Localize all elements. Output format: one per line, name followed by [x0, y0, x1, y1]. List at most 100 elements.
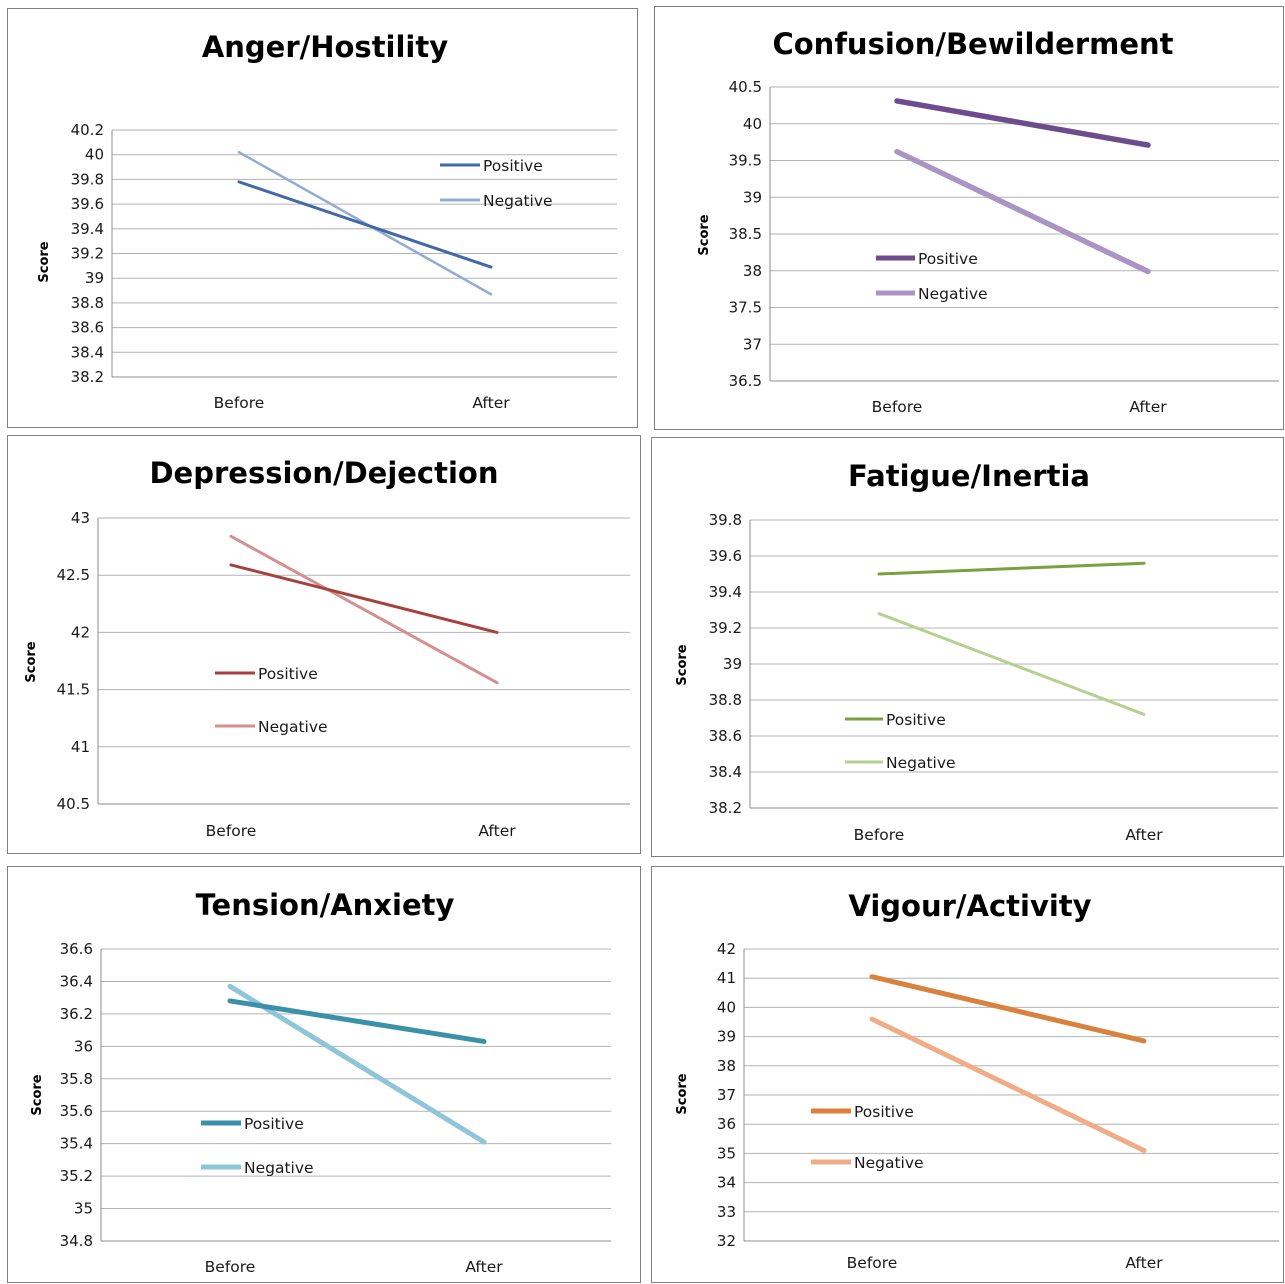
y-tick-label: 42.5 — [57, 566, 90, 584]
chart-title: Confusion/Bewilderment — [772, 27, 1173, 61]
y-tick-label: 38.2 — [709, 799, 742, 817]
y-tick-label: 38.5 — [729, 225, 762, 243]
plot-area: 36.5 37 37.5 38 38.5 39 39.5 40 40.5 — [729, 78, 1279, 390]
series-line-negative — [877, 612, 1146, 716]
legend-label-negative: Negative — [918, 285, 988, 303]
legend-label-positive: Positive — [258, 665, 318, 683]
legend: Positive Negative — [876, 250, 988, 303]
series-line-positive — [229, 563, 499, 634]
legend: Positive Negative — [811, 1103, 924, 1172]
y-axis-label: Score — [697, 214, 712, 255]
y-tick-label: 39.4 — [709, 583, 742, 601]
y-tick-label: 40.5 — [57, 795, 90, 813]
y-tick-label: 36 — [717, 1115, 736, 1133]
y-tick-label: 35 — [74, 1200, 93, 1218]
x-axis-categories: Before After — [854, 826, 1164, 844]
y-tick-label: 39 — [723, 655, 742, 673]
x-tick-label: Before — [854, 826, 905, 844]
y-axis-label: Score — [30, 1074, 45, 1115]
y-tick-label: 42 — [71, 623, 90, 641]
y-tick-label: 35.2 — [60, 1167, 93, 1185]
legend-label-positive: Positive — [886, 711, 946, 729]
chart-svg: Vigour/Activity Score 32 33 34 35 36 37 38 39 40… — [675, 889, 1279, 1272]
series-line-negative — [227, 983, 487, 1145]
legend-label-negative: Negative — [886, 754, 956, 772]
x-axis-categories: Before After — [206, 822, 517, 840]
series-line-positive — [869, 974, 1147, 1044]
legend-label-positive: Positive — [483, 157, 543, 175]
y-tick-label: 32 — [717, 1232, 736, 1250]
y-tick-label: 38.4 — [709, 763, 742, 781]
series-line-negative — [869, 1016, 1147, 1153]
series-line-positive — [894, 98, 1151, 148]
legend-label-negative: Negative — [244, 1159, 314, 1177]
y-tick-label: 38.8 — [71, 294, 104, 312]
y-tick-label: 36.6 — [60, 940, 93, 958]
x-tick-label: Before — [847, 1254, 898, 1272]
chart-svg: Anger/Hostility Score 38.2 38.4 38.6 38.8 39… — [37, 30, 617, 412]
x-tick-label: After — [1125, 1254, 1163, 1272]
y-tick-label: 43 — [71, 509, 90, 527]
y-tick-label: 36.4 — [60, 972, 93, 990]
chart-panel-fatigue-inertia: Fatigue/Inertia Score 38.2 38.4 38.6 38.8 39… — [651, 437, 1284, 857]
y-tick-label: 40 — [743, 115, 762, 133]
series-line-negative — [894, 148, 1151, 275]
legend-label-negative: Negative — [258, 718, 328, 736]
legend: Positive Negative — [201, 1115, 314, 1177]
x-tick-label: Before — [872, 398, 923, 416]
y-tick-label: 39.6 — [709, 547, 742, 565]
x-tick-label: Before — [205, 1258, 256, 1276]
y-tick-label: 40 — [85, 146, 104, 164]
series-line-negative — [229, 534, 499, 685]
y-tick-label: 36 — [74, 1037, 93, 1055]
y-tick-label: 37 — [743, 335, 762, 353]
chart-svg: Tension/Anxiety Score 34.8 35 35.2 35.4 35.6… — [30, 888, 611, 1276]
plot-area: 38.2 38.4 38.6 38.8 39 39.2 39.4 39.6 39.8 40 40.2 — [71, 121, 617, 386]
chart-panel-tension-anxiety: Tension/Anxiety Score 34.8 35 35.2 35.4 35.6… — [7, 866, 641, 1283]
y-tick-label: 39.5 — [729, 152, 762, 170]
y-tick-label: 35 — [717, 1144, 736, 1162]
y-tick-label: 39.2 — [709, 619, 742, 637]
x-tick-label: After — [478, 822, 516, 840]
y-tick-label: 33 — [717, 1203, 736, 1221]
x-tick-label: After — [1125, 826, 1163, 844]
plot-area: 40.5 41 41.5 42 42.5 43 — [57, 509, 630, 813]
y-tick-label: 35.8 — [60, 1070, 93, 1088]
y-tick-label: 38.4 — [71, 343, 104, 361]
legend-label-positive: Positive — [244, 1115, 304, 1133]
y-tick-label: 36.2 — [60, 1005, 93, 1023]
x-axis-categories: Before After — [847, 1254, 1164, 1272]
y-tick-label: 34.8 — [60, 1232, 93, 1250]
y-tick-label: 38 — [743, 262, 762, 280]
legend-label-negative: Negative — [854, 1154, 924, 1172]
y-tick-label: 39 — [743, 188, 762, 206]
chart-title: Fatigue/Inertia — [848, 459, 1090, 493]
y-tick-label: 39.6 — [71, 195, 104, 213]
chart-panel-anger-hostility: Anger/Hostility Score 38.2 38.4 38.6 38.8 39… — [7, 8, 638, 428]
y-tick-label: 40.5 — [729, 78, 762, 96]
legend-label-negative: Negative — [483, 192, 553, 210]
x-tick-label: After — [1129, 398, 1167, 416]
legend: Positive Negative — [215, 665, 328, 736]
y-tick-label: 41 — [71, 738, 90, 756]
plot-area: 34.8 35 35.2 35.4 35.6 35.8 36 36.2 36.4 36.6 — [60, 940, 611, 1250]
y-tick-label: 40.2 — [71, 121, 104, 139]
x-tick-label: Before — [206, 822, 257, 840]
y-tick-label: 38 — [717, 1057, 736, 1075]
plot-area: 38.2 38.4 38.6 38.8 39 39.2 39.4 39.6 39.8 — [709, 511, 1278, 817]
x-tick-label: After — [465, 1258, 503, 1276]
y-tick-label: 41 — [717, 969, 736, 987]
y-tick-label: 39 — [717, 1028, 736, 1046]
chart-svg: Depression/Dejection Score 40.54141.5424… — [24, 456, 630, 840]
plot-area: 32 33 34 35 36 37 38 39 40 41 42 — [717, 940, 1279, 1250]
chart-title: Depression/Dejection — [149, 456, 498, 490]
chart-title: Tension/Anxiety — [196, 888, 455, 922]
y-axis-label: Score — [675, 644, 690, 685]
x-tick-label: Before — [214, 394, 265, 412]
chart-panel-vigour-activity: Vigour/Activity Score 32 33 34 35 36 37 38 39 40… — [651, 866, 1284, 1283]
y-tick-label: 38.6 — [709, 727, 742, 745]
y-tick-label: 38.6 — [71, 319, 104, 337]
chart-svg: Confusion/Bewilderment Score 36.53737.53… — [697, 27, 1279, 416]
chart-title: Vigour/Activity — [848, 889, 1091, 923]
chart-title: Anger/Hostility — [202, 30, 448, 64]
